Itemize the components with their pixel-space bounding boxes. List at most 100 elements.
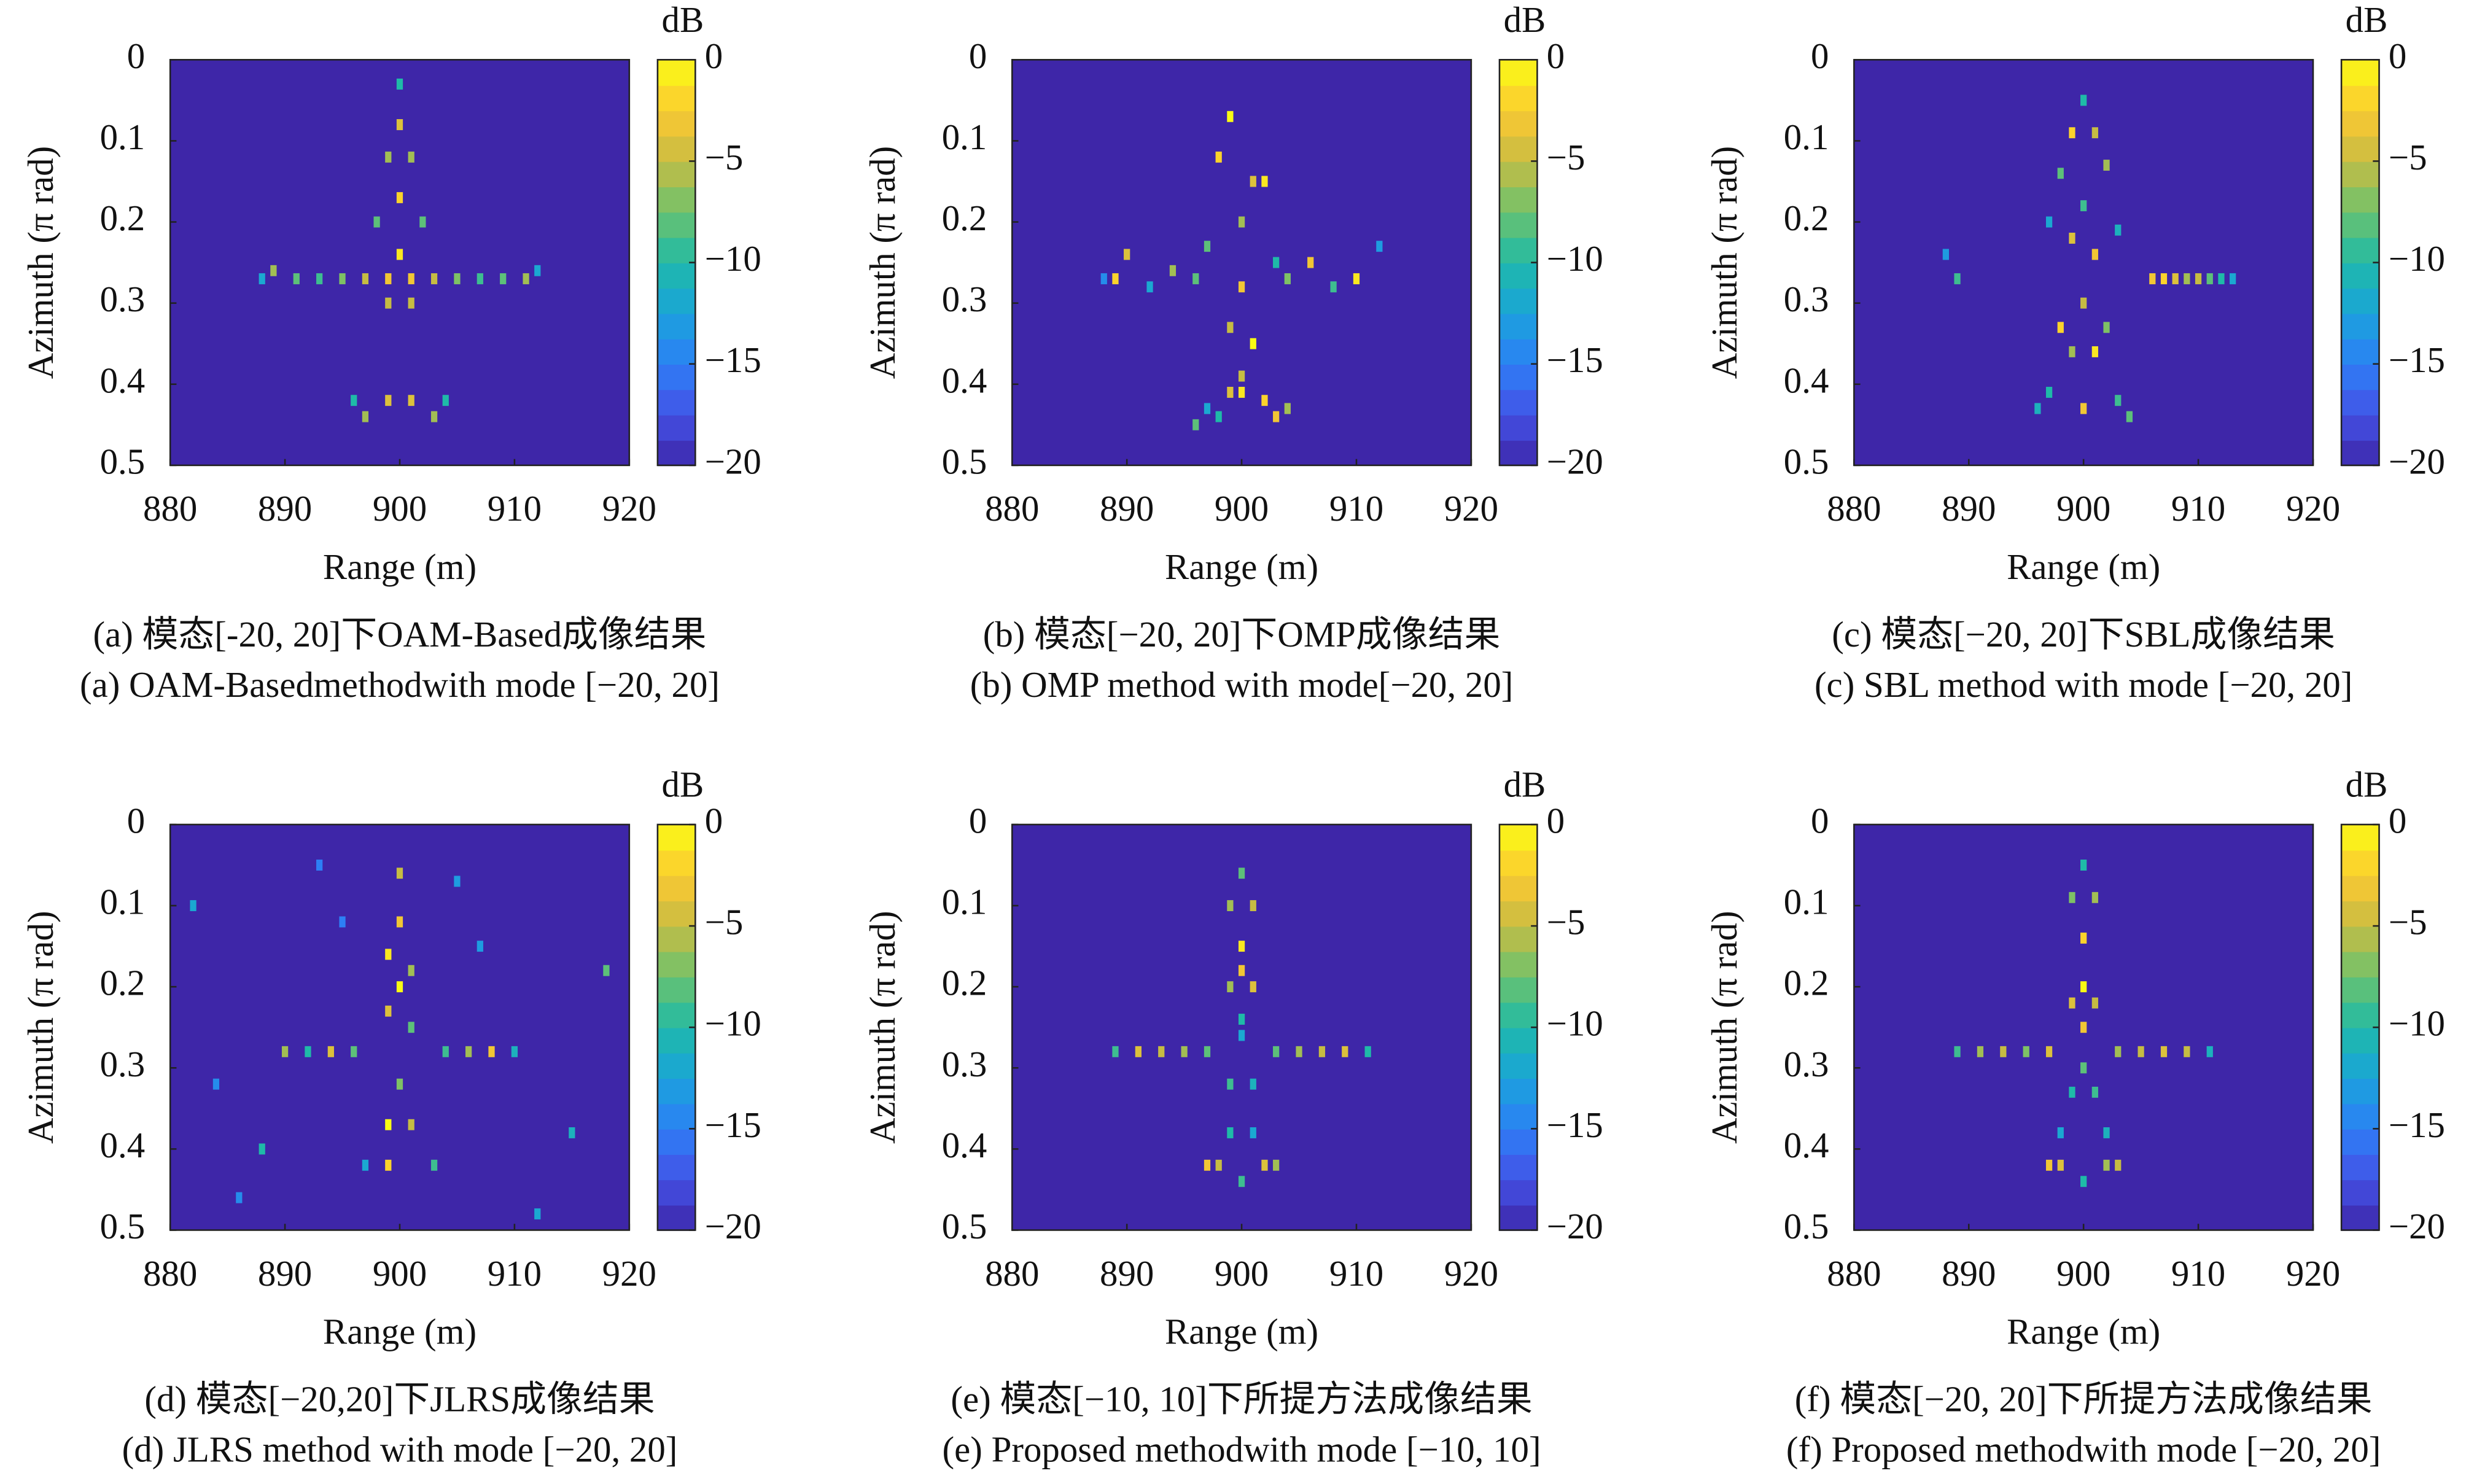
pixel: [385, 1159, 392, 1171]
pixel: [2115, 1046, 2122, 1057]
colorbar-tick-label: −15: [2389, 1105, 2445, 1145]
x-axis-label: Range (m): [323, 1312, 476, 1352]
x-tick-label: 880: [1827, 489, 1881, 529]
colorbar-step: [657, 875, 696, 902]
x-tick-label: 880: [1827, 1254, 1881, 1294]
pixel: [2057, 1127, 2064, 1138]
pixel: [1227, 111, 1234, 122]
pixel: [1204, 241, 1211, 252]
pixel: [2091, 892, 2098, 903]
pixel: [2091, 249, 2098, 260]
x-tick-label: 890: [1942, 489, 1996, 529]
colorbar-step: [1499, 414, 1538, 441]
y-tick-label: 0: [1811, 801, 1829, 841]
colorbar-step: [2341, 262, 2379, 289]
colorbar-step: [657, 414, 696, 441]
y-tick-label: 0.5: [100, 1206, 146, 1246]
pixel: [2080, 860, 2087, 871]
caption-cn: (a) 模态[-20, 20]下OAM-Based成像结果: [93, 615, 706, 655]
colorbar-tick-label: −10: [1547, 1004, 1603, 1044]
pixel: [2045, 216, 2053, 228]
pixel: [408, 297, 414, 309]
pixel: [408, 1022, 414, 1033]
caption-cn: (d) 模态[−20,20]下JLRS成像结果: [144, 1380, 655, 1420]
colorbar-step: [657, 926, 696, 952]
y-tick-label: 0.3: [100, 279, 146, 319]
colorbar-step: [2341, 313, 2379, 340]
pixel: [316, 860, 323, 871]
x-tick-label: 900: [1215, 489, 1269, 529]
pixel: [2057, 322, 2064, 333]
pixel: [408, 965, 414, 976]
y-tick-label: 0.4: [100, 360, 146, 400]
x-tick-label: 910: [488, 489, 542, 529]
pixel: [316, 273, 323, 284]
colorbar-step: [2341, 1027, 2379, 1054]
pixel: [1215, 411, 1222, 422]
colorbar-tick-label: −5: [705, 138, 744, 177]
y-tick-label: 0.5: [942, 441, 987, 481]
y-tick-label: 0.1: [1784, 882, 1829, 922]
y-tick-label: 0.2: [942, 963, 987, 1003]
pixel: [534, 265, 541, 276]
colorbar-step: [2341, 136, 2379, 162]
pixel: [1250, 900, 1256, 911]
pixel: [2091, 997, 2098, 1009]
pixel: [1238, 281, 1245, 293]
y-tick-label: 0.5: [100, 441, 146, 481]
colorbar-step: [657, 1103, 696, 1130]
pixel: [2069, 892, 2075, 903]
colorbar-step: [1499, 1103, 1538, 1130]
colorbar-step: [1499, 900, 1538, 927]
colorbar-step: [1499, 212, 1538, 238]
pixel: [2103, 160, 2110, 171]
x-tick-label: 910: [1329, 489, 1383, 529]
pixel: [2195, 273, 2202, 284]
pixel: [2057, 168, 2064, 179]
caption-cn: (b) 模态[−20, 20]下OMP成像结果: [983, 615, 1501, 655]
y-axis-label: Azimuth (π rad): [863, 146, 903, 379]
pixel: [2184, 273, 2190, 284]
x-tick-label: 900: [2056, 1254, 2110, 1294]
pixel: [190, 900, 196, 911]
y-tick-label: 0.3: [1784, 1044, 1829, 1084]
colorbar-step: [2341, 186, 2379, 213]
pixel: [2091, 346, 2098, 357]
pixel: [430, 1159, 438, 1171]
pixel: [2080, 297, 2087, 309]
pixel: [2000, 1046, 2007, 1057]
y-tick-label: 0.3: [100, 1044, 146, 1084]
colorbar-tick-label: −20: [2389, 1206, 2445, 1246]
pixel: [1100, 273, 1107, 284]
x-axis-label: Range (m): [1165, 547, 1318, 587]
pixel: [2069, 1086, 2075, 1098]
colorbar-step: [2341, 900, 2379, 927]
colorbar-step: [657, 1078, 696, 1105]
colorbar-step: [657, 951, 696, 977]
colorbar-tick-label: −5: [705, 903, 744, 942]
colorbar-step: [2341, 212, 2379, 238]
x-tick-label: 910: [2171, 489, 2225, 529]
x-tick-label: 890: [258, 1254, 312, 1294]
pixel: [281, 1046, 289, 1057]
pixel: [1954, 1046, 1961, 1057]
pixel: [385, 151, 392, 163]
pixel: [2137, 1046, 2144, 1057]
caption-en: (d) JLRS method with mode [−20, 20]: [122, 1430, 678, 1470]
y-axis-label: Azimuth (π rad): [21, 146, 61, 379]
pixel: [1238, 1014, 1245, 1025]
y-axis-label: Azimuth (π rad): [1705, 146, 1744, 379]
pixel: [259, 1143, 265, 1155]
pixel: [1273, 1159, 1280, 1171]
colorbar-step: [657, 976, 696, 1003]
pixel: [2069, 232, 2075, 244]
pixel: [2045, 387, 2053, 398]
colorbar-step: [2341, 161, 2379, 188]
colorbar-step: [657, 1001, 696, 1028]
pixel: [419, 216, 426, 228]
pixel: [1250, 1078, 1256, 1090]
colorbar-tick-label: −15: [1547, 340, 1603, 380]
y-tick-label: 0.3: [942, 279, 987, 319]
pixel: [1215, 1159, 1222, 1171]
pixel: [1342, 1046, 1348, 1057]
